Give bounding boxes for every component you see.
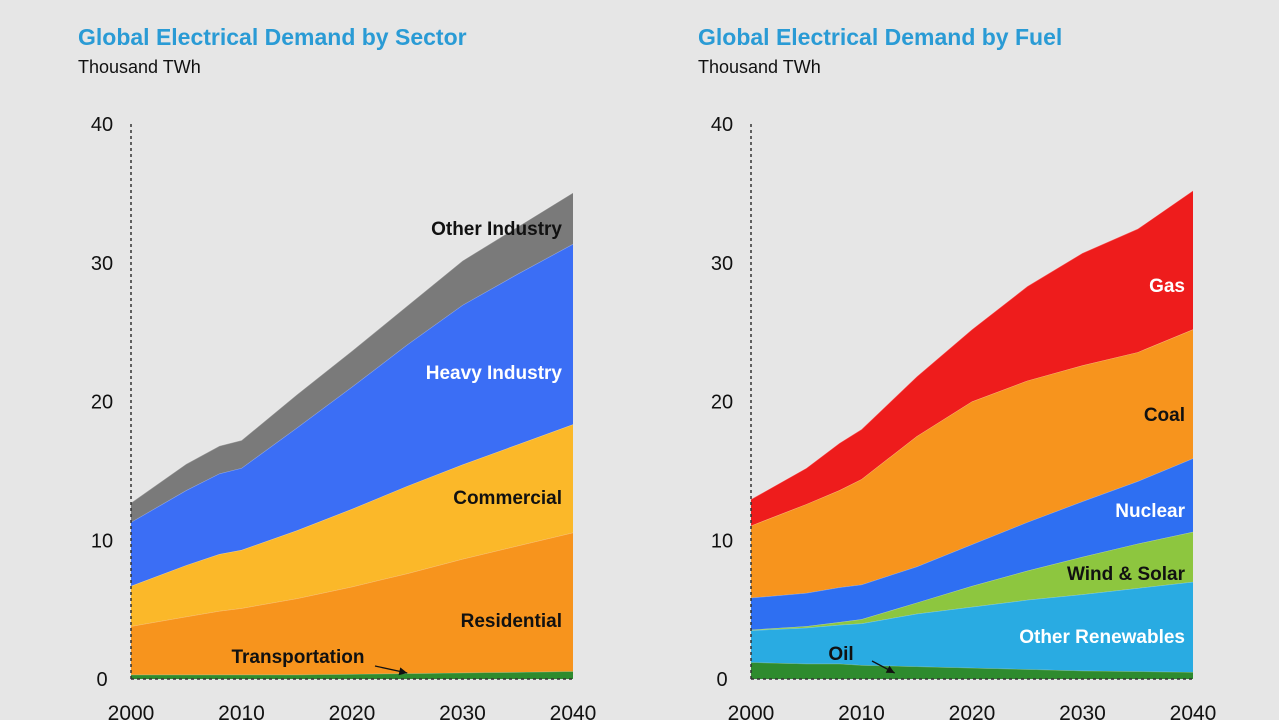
series-label-transportation: Transportation: [231, 647, 364, 668]
series-label-other-renewables: Other Renewables: [1019, 627, 1185, 648]
chart-title: Global Electrical Demand by Sector: [78, 24, 467, 50]
y-tick-label: 20: [91, 392, 113, 414]
area-other-renewables: [751, 581, 1193, 673]
area-other-industry: [131, 192, 573, 523]
y-tick-label: 0: [96, 669, 107, 691]
series-label-wind-and-solar: Wind & Solar: [1067, 564, 1186, 585]
x-tick-label: 2040: [1170, 702, 1217, 720]
y-tick-label: 10: [711, 530, 733, 552]
fuel-chart-panel: Global Electrical Demand by Fuel Thousan…: [620, 0, 1240, 720]
area-edge-other-industry: [130, 192, 574, 504]
x-tick-label: 2010: [838, 702, 885, 720]
y-tick-label: 0: [716, 669, 727, 691]
area-residential: [131, 532, 573, 675]
series-label-gas: Gas: [1149, 276, 1185, 297]
annotation-arrow-head: [885, 665, 895, 673]
series-label-oil: Oil: [828, 644, 853, 665]
chart-subtitle: Thousand TWh: [78, 57, 201, 77]
x-tick-label: 2000: [728, 702, 775, 720]
x-tick-label: 2010: [218, 702, 265, 720]
series-label-commercial: Commercial: [453, 488, 562, 509]
x-tick-label: 2040: [550, 702, 597, 720]
annotation-arrow-head: [398, 667, 408, 676]
area-wind-and-solar: [751, 531, 1193, 631]
area-oil: [751, 662, 1193, 679]
y-tick-label: 40: [91, 114, 113, 136]
area-gas: [751, 190, 1193, 526]
y-tick-label: 10: [91, 530, 113, 552]
series-label-nuclear: Nuclear: [1115, 501, 1185, 522]
area-edge-gas: [750, 190, 1194, 500]
chart-title: Global Electrical Demand by Fuel: [698, 24, 1063, 50]
area-commercial: [131, 424, 573, 627]
y-tick-label: 30: [91, 253, 113, 275]
area-transportation: [131, 671, 573, 679]
x-tick-label: 2030: [1059, 702, 1106, 720]
area-coal: [751, 329, 1193, 598]
x-tick-label: 2030: [439, 702, 486, 720]
x-tick-label: 2020: [949, 702, 996, 720]
series-label-heavy-industry: Heavy Industry: [426, 363, 563, 384]
area-nuclear: [751, 458, 1193, 630]
x-tick-label: 2000: [108, 702, 155, 720]
x-tick-label: 2020: [329, 702, 376, 720]
area-edge-nuclear: [750, 457, 1194, 599]
y-tick-label: 40: [711, 114, 733, 136]
series-label-coal: Coal: [1144, 405, 1185, 426]
sector-chart-panel: Global Electrical Demand by Sector Thous…: [0, 0, 620, 720]
series-label-residential: Residential: [461, 611, 562, 632]
y-tick-label: 20: [711, 392, 733, 414]
chart-subtitle: Thousand TWh: [698, 57, 821, 77]
series-label-other-industry: Other Industry: [431, 219, 562, 240]
area-heavy-industry: [131, 244, 573, 586]
y-tick-label: 30: [711, 253, 733, 275]
